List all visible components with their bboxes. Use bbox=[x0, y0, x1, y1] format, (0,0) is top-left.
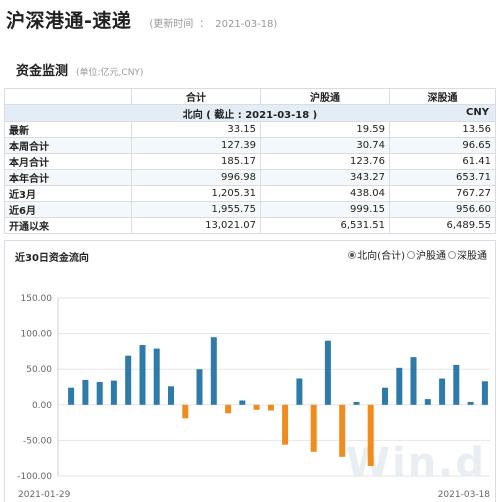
table-cell: 13.56 bbox=[389, 121, 496, 138]
table-cell: 185.17 bbox=[131, 153, 261, 170]
table-cell: 19.59 bbox=[260, 121, 390, 138]
table-row: 近3月 1,205.31 438.04 767.27 bbox=[4, 185, 496, 202]
row-label: 本月合计 bbox=[4, 153, 132, 170]
table-cell: 999.15 bbox=[260, 201, 390, 218]
table-cell: 438.04 bbox=[260, 185, 390, 202]
flow-chart-panel: 近30日资金流向 北向(合计) 沪股通 深股通 bbox=[4, 240, 496, 502]
radio-label: 深股通 bbox=[457, 251, 487, 262]
radio-shanghai[interactable]: 沪股通 bbox=[407, 247, 446, 262]
radio-shenzhen[interactable]: 深股通 bbox=[448, 247, 487, 262]
table-row: 开通以来 13,021.07 6,531.51 6,489.55 bbox=[4, 217, 496, 234]
row-label: 开通以来 bbox=[4, 217, 132, 234]
capital-monitor-header: 资金监测 (单位:亿元,CNY) bbox=[16, 60, 143, 79]
table-row: 本月合计 185.17 123.76 61.41 bbox=[4, 153, 496, 170]
unit-note: (单位:亿元,CNY) bbox=[76, 68, 144, 78]
row-label: 本周合计 bbox=[4, 137, 132, 154]
section-title: 资金监测 bbox=[16, 64, 69, 79]
update-time-value: 2021-03-18 bbox=[215, 19, 274, 30]
table-header-row: 合计 沪股通 深股通 bbox=[4, 88, 496, 105]
currency-label: CNY bbox=[466, 107, 489, 118]
column-header-sh: 沪股通 bbox=[260, 88, 390, 105]
column-header-total: 合计 bbox=[131, 88, 261, 105]
table-cell: 123.76 bbox=[260, 153, 390, 170]
row-label: 本年合计 bbox=[4, 169, 132, 186]
table-cell: 956.60 bbox=[389, 201, 496, 218]
radio-dot-icon bbox=[348, 250, 357, 259]
table-cell: 127.39 bbox=[131, 137, 261, 154]
page-title: 沪深港通-速递 bbox=[6, 10, 132, 32]
row-label: 近6月 bbox=[4, 201, 132, 218]
table-cell: 61.41 bbox=[389, 153, 496, 170]
table-header-blank bbox=[4, 88, 132, 105]
radio-label: 沪股通 bbox=[416, 251, 446, 262]
column-header-sz: 深股通 bbox=[389, 88, 496, 105]
table-row: 本周合计 127.39 30.74 96.65 bbox=[4, 137, 496, 154]
page-header: 沪深港通-速递 (更新时间： 2021-03-18) bbox=[6, 6, 277, 38]
table-cell: 6,489.55 bbox=[389, 217, 496, 234]
table-row: 近6月 1,955.75 999.15 956.60 bbox=[4, 201, 496, 218]
table-cell: 343.27 bbox=[260, 169, 390, 186]
update-time-label: 更新时间 bbox=[153, 19, 194, 30]
table-caption: 北向 ( 截止 : 2021-03-18 ) CNY bbox=[4, 104, 496, 122]
table-caption-row: 北向 ( 截止 : 2021-03-18 ) CNY bbox=[4, 104, 496, 122]
table-cell: 13,021.07 bbox=[131, 217, 261, 234]
radio-dot-icon bbox=[448, 250, 456, 259]
table-cell: 1,955.75 bbox=[131, 201, 261, 218]
table-cell: 96.65 bbox=[389, 137, 496, 154]
table-cell: 30.74 bbox=[260, 137, 390, 154]
capital-flow-table: 北向 ( 截止 : 2021-03-18 ) CNY 合计 沪股通 深股通 最新… bbox=[4, 88, 496, 234]
table-cell: 767.27 bbox=[389, 185, 496, 202]
wind-watermark: Win.d bbox=[345, 440, 486, 486]
radio-dot-icon bbox=[407, 250, 415, 259]
row-label: 近3月 bbox=[4, 185, 132, 202]
table-cell: 33.15 bbox=[131, 121, 261, 138]
table-row: 最新 33.15 19.59 13.56 bbox=[4, 121, 496, 138]
table-cell: 996.98 bbox=[131, 169, 261, 186]
radio-northbound[interactable]: 北向(合计) bbox=[348, 247, 405, 262]
table-row: 本年合计 996.98 343.27 653.71 bbox=[4, 169, 496, 186]
update-time: (更新时间： 2021-03-18) bbox=[149, 19, 278, 30]
table-caption-text: 北向 ( 截止 : 2021-03-18 ) bbox=[182, 109, 318, 121]
radio-label: 北向(合计) bbox=[357, 251, 405, 262]
chart-title: 近30日资金流向 bbox=[15, 253, 89, 264]
table-cell: 6,531.51 bbox=[260, 217, 390, 234]
update-time-separator: ： bbox=[199, 19, 210, 30]
table-cell: 1,205.31 bbox=[131, 185, 261, 202]
row-label: 最新 bbox=[4, 121, 132, 138]
table-cell: 653.71 bbox=[389, 169, 496, 186]
series-selector: 北向(合计) 沪股通 深股通 bbox=[346, 247, 487, 262]
